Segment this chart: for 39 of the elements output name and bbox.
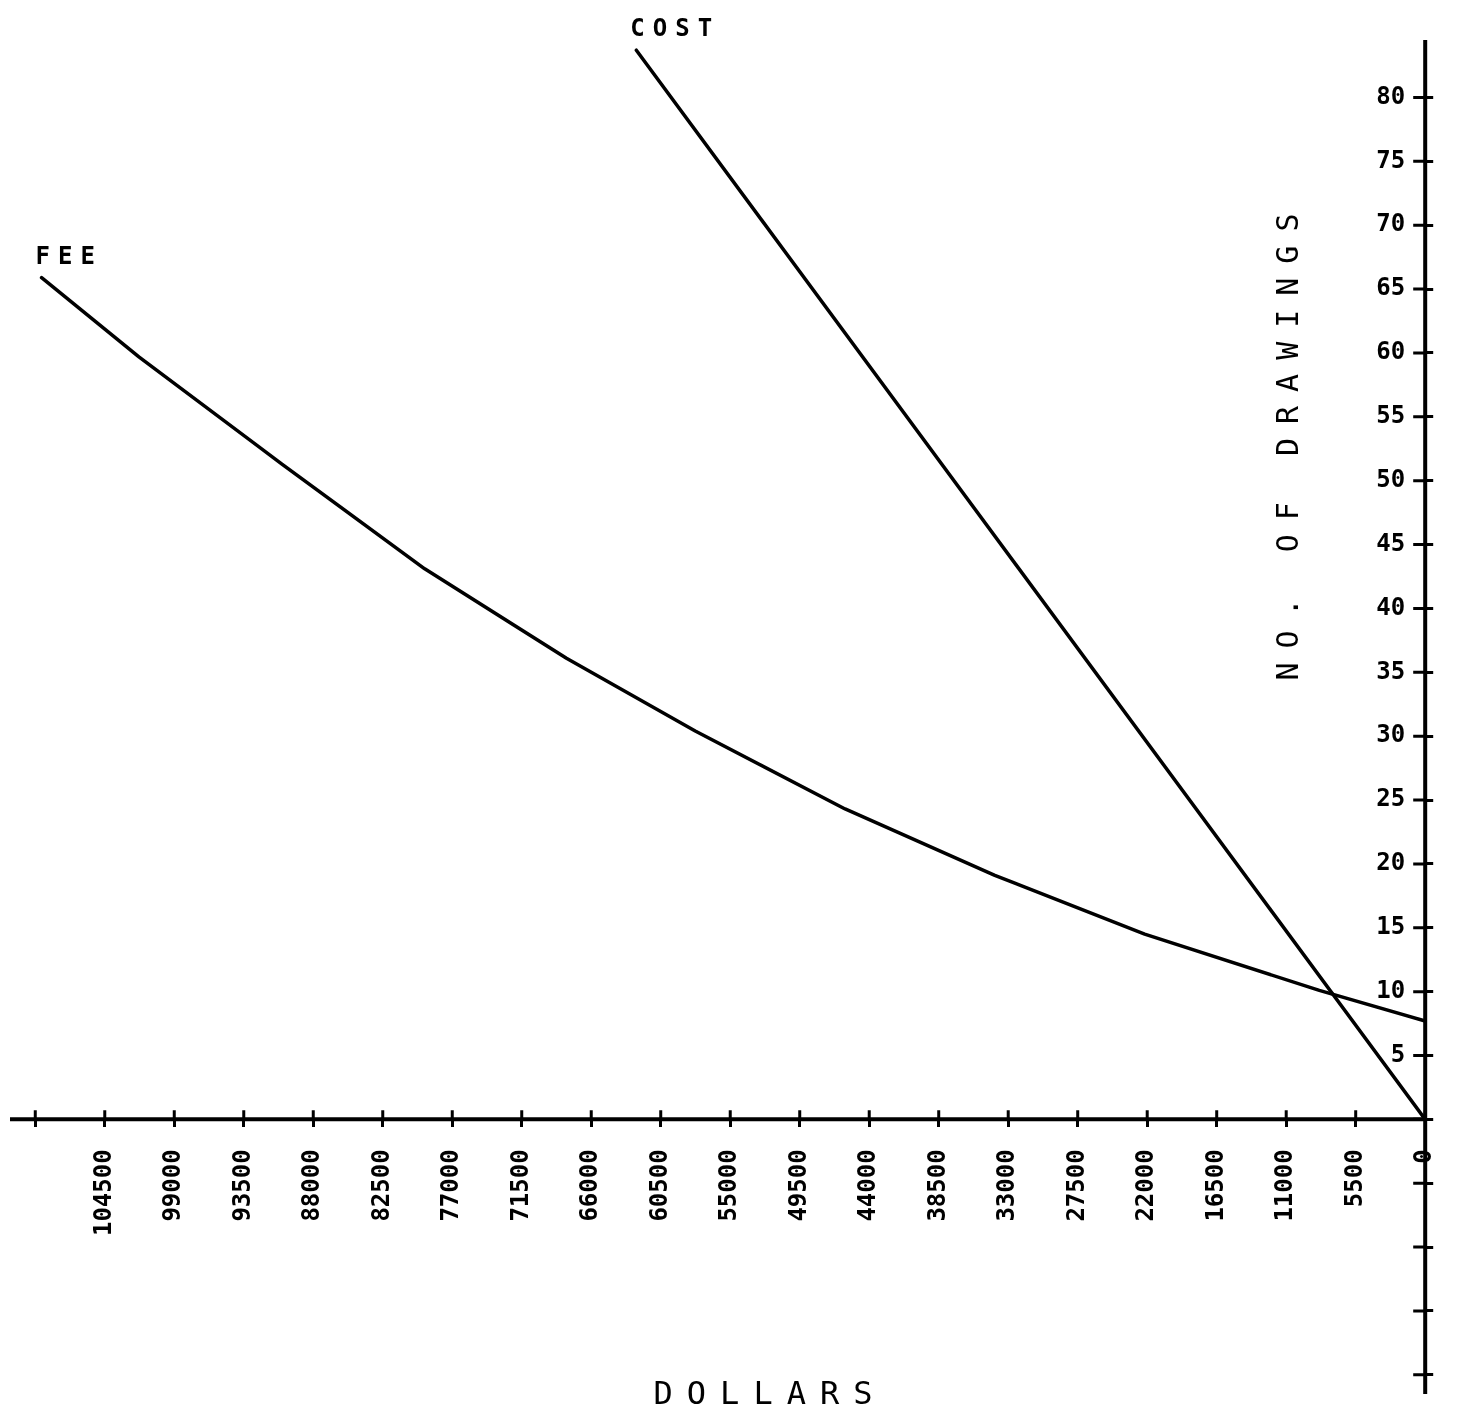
x-tick-label: 11000 [1270,1149,1299,1222]
y-tick-label: 50 [1376,464,1406,493]
y-tick-label: 40 [1376,592,1406,621]
y-tick-label: 25 [1376,784,1406,813]
x-tick-label: 99000 [158,1149,187,1222]
y-tick-label: 35 [1376,656,1406,685]
y-tick-label: 30 [1376,720,1406,749]
x-tick-label: 16500 [1200,1149,1229,1222]
x-tick-label: 66000 [575,1149,604,1222]
x-tick-label: 60500 [644,1149,673,1222]
y-tick-label: 80 [1376,81,1406,110]
x-tick-label: 5500 [1339,1149,1368,1208]
x-tick-label: 88000 [297,1149,326,1222]
series-label: FEE [35,241,103,270]
x-tick-label: 44000 [853,1149,882,1222]
y-tick-label: 10 [1376,975,1406,1004]
x-tick-label: 27500 [1061,1149,1090,1222]
x-tick-label: 82500 [366,1149,395,1222]
x-tick-label: 49500 [783,1149,812,1222]
y-tick-label: 75 [1376,145,1406,174]
x-axis-title: DOLLARS [653,1374,887,1413]
x-tick-label: 93500 [228,1149,256,1222]
y-tick-label: 55 [1376,401,1406,430]
x-tick-label: 71500 [505,1149,534,1222]
x-tick-label: 55000 [714,1149,743,1222]
y-tick-label: 15 [1376,912,1406,940]
x-tick-label: 33000 [992,1149,1021,1222]
x-tick-label: 77000 [436,1149,465,1222]
y-tick-label: 45 [1376,528,1406,557]
y-tick-label: 65 [1376,273,1406,302]
x-tick-label: 22000 [1131,1149,1160,1222]
y-axis-title: NO. OF DRAWINGS [1270,199,1305,681]
y-tick-label: 20 [1376,848,1406,877]
series-label: COST [630,14,721,43]
y-tick-label: 5 [1390,1039,1406,1068]
y-tick-label: 70 [1376,209,1406,238]
y-tick-label: 60 [1376,337,1406,366]
x-tick-label: 104500 [89,1149,117,1237]
x-tick-label: 38500 [922,1149,951,1222]
